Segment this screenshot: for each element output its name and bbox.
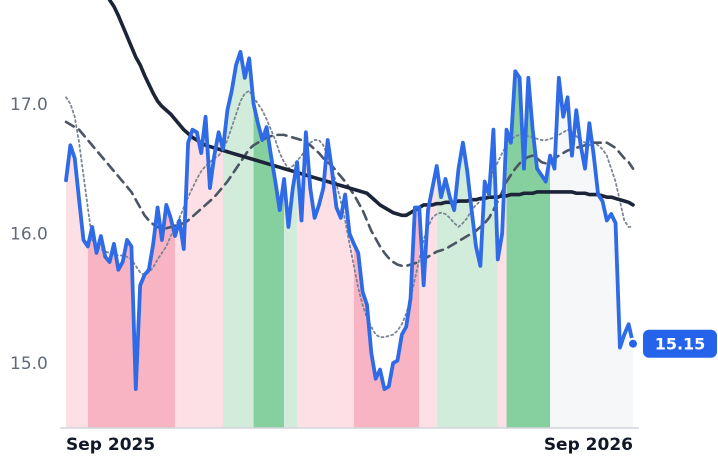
trend-band-3 xyxy=(223,51,254,428)
series-lines xyxy=(64,0,635,391)
trend-band-2 xyxy=(175,116,224,428)
y-tick-label: 15.0 xyxy=(10,354,48,374)
trend-band-8 xyxy=(419,166,437,428)
last-value-badge xyxy=(643,329,717,358)
trend-band-4 xyxy=(253,103,285,428)
x-tick-label: Sep 2025 xyxy=(66,435,155,455)
last-value-dot xyxy=(627,337,639,350)
y-tick-label: 16.0 xyxy=(10,225,48,245)
trend-band-1 xyxy=(87,204,176,428)
trend-band-7 xyxy=(353,207,420,428)
short-ma-line xyxy=(65,89,634,339)
trend-band-0 xyxy=(66,145,88,428)
axis-ticks: 15.0 16.0 17.0 Sep 2025 Sep 2026 xyxy=(10,95,633,455)
last-value-marker: 15.15 xyxy=(627,329,717,358)
x-tick-label: Sep 2026 xyxy=(544,435,633,455)
trend-band-5 xyxy=(284,162,298,428)
y-tick-label: 17.0 xyxy=(10,95,48,115)
trend-band-11 xyxy=(506,71,551,428)
trend-band-12 xyxy=(550,77,633,428)
price-line xyxy=(64,49,635,391)
last-value-label: 15.15 xyxy=(655,335,706,354)
